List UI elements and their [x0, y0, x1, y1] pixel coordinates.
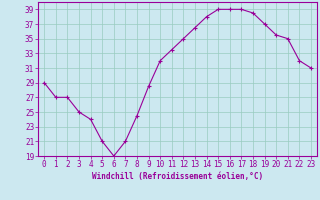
X-axis label: Windchill (Refroidissement éolien,°C): Windchill (Refroidissement éolien,°C)	[92, 172, 263, 181]
